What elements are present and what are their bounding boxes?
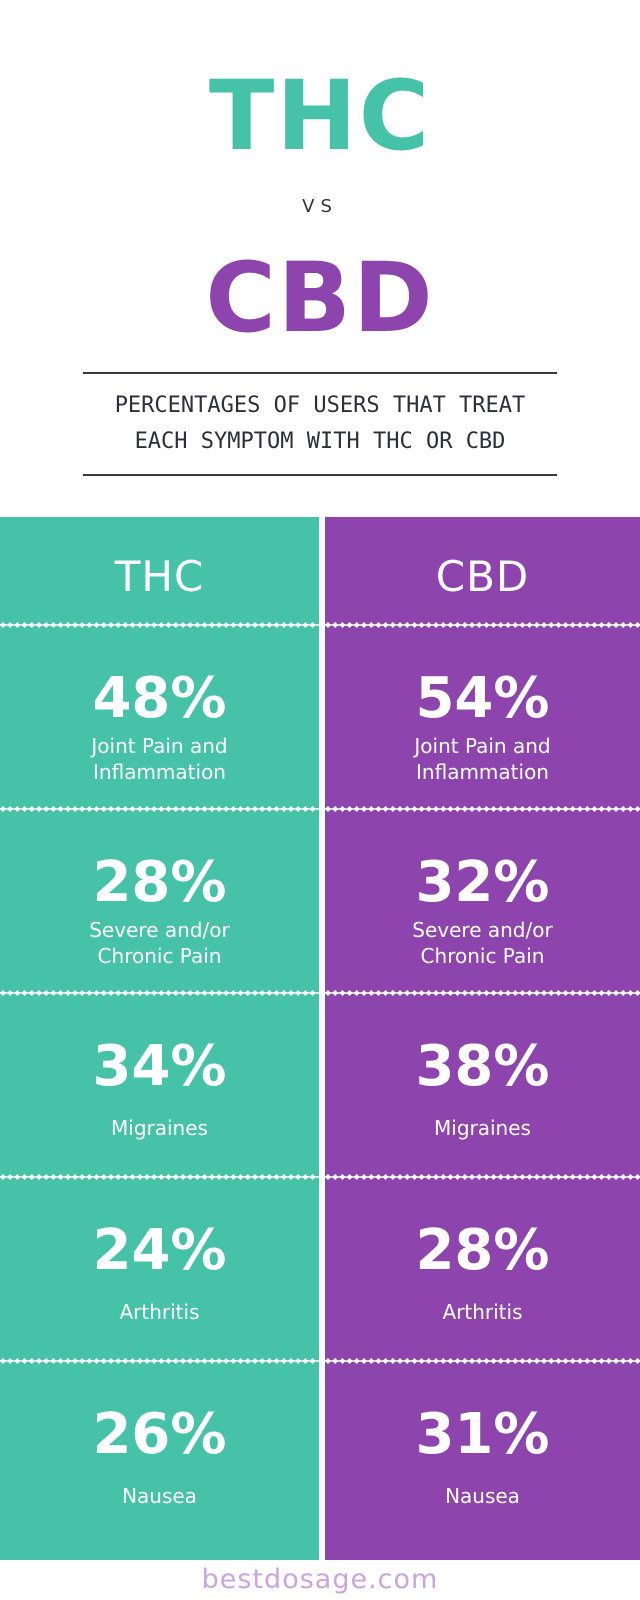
cbd-percent: 54% [415,666,550,731]
thc-separator [0,988,319,998]
cbd-stat-cell: 38% Migraines [325,993,640,1181]
cbd-symptom-label: Joint Pain and Inflammation [414,734,551,784]
thc-separator [0,1356,319,1366]
thc-symptom-label: Arthritis [119,1300,200,1324]
cbd-symptom-label: Nausea [445,1484,520,1508]
title-vs: VS [302,196,338,217]
thc-stat-cell: 48% Joint Pain and Inflammation [0,625,319,813]
thc-separator [0,804,319,814]
cbd-symptom-label: Severe and/or Chronic Pain [412,918,553,968]
cbd-stat-cell: 31% Nausea [325,1361,640,1549]
thc-percent: 24% [92,1218,227,1283]
cbd-stat-cell: 28% Arthritis [325,1177,640,1365]
thc-stat-cell: 24% Arthritis [0,1177,319,1365]
cbd-percent: 31% [415,1402,550,1467]
cbd-column: CBD 54% Joint Pain and Inflammation 32% Sev… [325,517,640,1560]
cbd-stat-cell: 32% Severe and/or Chronic Pain [325,809,640,997]
thc-symptom-label: Nausea [122,1484,197,1508]
cbd-percent: 28% [415,1218,550,1283]
thc-separator [0,1172,319,1182]
thc-symptom-label: Joint Pain and Inflammation [91,734,228,784]
thc-symptom-label: Severe and/or Chronic Pain [89,918,230,968]
cbd-column-heading: CBD [435,552,530,601]
thc-percent: 28% [92,850,227,915]
thc-stat-cell: 34% Migraines [0,993,319,1181]
infographic-header: THC VS CBD PERCENTAGES OF USERS THAT TRE… [0,0,640,517]
thc-separator [0,620,319,630]
cbd-separator [325,1172,640,1182]
divider-rule-bottom [83,474,557,476]
thc-column: THC 48% Joint Pain and Inflammation 28% Sev… [0,517,319,1560]
cbd-symptom-label: Arthritis [442,1300,523,1324]
cbd-separator [325,804,640,814]
subtitle-line-2: EACH SYMPTOM WITH THC OR CBD [134,429,506,454]
cbd-symptom-label: Migraines [434,1116,531,1140]
subtitle-line-1: PERCENTAGES OF USERS THAT TREAT [114,393,526,418]
cbd-percent: 32% [415,850,550,915]
cbd-separator [325,1356,640,1366]
subtitle: PERCENTAGES OF USERS THAT TREAT EACH SYM… [83,388,557,460]
cbd-separator [325,988,640,998]
thc-column-heading: THC [114,552,205,601]
thc-percent: 48% [92,666,227,731]
footer-site-link[interactable]: bestdosage.com [0,1560,640,1600]
cbd-stat-cell: 54% Joint Pain and Inflammation [325,625,640,813]
thc-percent: 34% [92,1034,227,1099]
title-thc: THC [208,60,432,172]
cbd-separator [325,620,640,630]
thc-symptom-label: Migraines [111,1116,208,1140]
cbd-percent: 38% [415,1034,550,1099]
thc-percent: 26% [92,1402,227,1467]
thc-stat-cell: 26% Nausea [0,1361,319,1549]
thc-stat-cell: 28% Severe and/or Chronic Pain [0,809,319,997]
divider-rule-top [83,372,557,374]
title-cbd: CBD [205,242,435,354]
